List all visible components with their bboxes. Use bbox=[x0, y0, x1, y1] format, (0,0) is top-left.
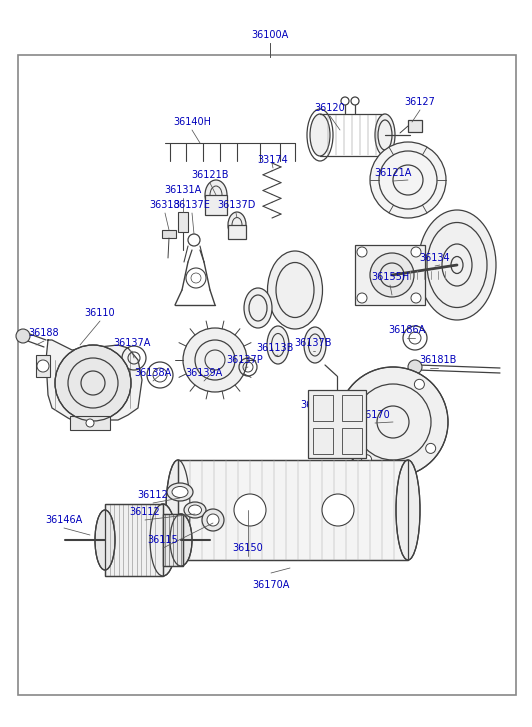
Bar bbox=[105, 504, 163, 576]
Text: 36188: 36188 bbox=[29, 328, 59, 338]
Text: 36110: 36110 bbox=[85, 308, 115, 318]
Text: 36140H: 36140H bbox=[173, 117, 211, 127]
Text: 36121B: 36121B bbox=[191, 170, 229, 180]
Ellipse shape bbox=[205, 180, 227, 210]
Circle shape bbox=[86, 419, 94, 427]
Circle shape bbox=[426, 443, 436, 454]
Ellipse shape bbox=[370, 142, 446, 218]
Ellipse shape bbox=[170, 514, 192, 566]
Bar bbox=[228, 225, 246, 239]
Text: 36160: 36160 bbox=[301, 400, 331, 410]
Bar bbox=[308, 390, 366, 458]
Circle shape bbox=[16, 329, 30, 343]
Ellipse shape bbox=[184, 502, 206, 518]
Text: 36139A: 36139A bbox=[185, 368, 222, 378]
Circle shape bbox=[338, 367, 448, 477]
Text: 36121A: 36121A bbox=[375, 168, 412, 178]
Circle shape bbox=[183, 328, 247, 392]
Circle shape bbox=[370, 253, 414, 297]
Bar bbox=[178, 460, 408, 560]
Circle shape bbox=[411, 247, 421, 257]
Text: 36146A: 36146A bbox=[45, 515, 82, 525]
Circle shape bbox=[357, 247, 367, 257]
Circle shape bbox=[411, 293, 421, 303]
Ellipse shape bbox=[304, 327, 326, 363]
Circle shape bbox=[357, 293, 367, 303]
Circle shape bbox=[341, 97, 349, 105]
Ellipse shape bbox=[396, 460, 420, 560]
Ellipse shape bbox=[268, 251, 322, 329]
Circle shape bbox=[234, 494, 266, 526]
Ellipse shape bbox=[95, 510, 115, 570]
Circle shape bbox=[207, 514, 219, 526]
Bar bbox=[162, 230, 176, 238]
Text: 36137E: 36137E bbox=[173, 200, 211, 210]
Ellipse shape bbox=[244, 288, 272, 328]
Bar bbox=[36, 355, 50, 377]
Circle shape bbox=[322, 494, 354, 526]
Circle shape bbox=[362, 454, 372, 465]
Circle shape bbox=[350, 390, 360, 401]
Ellipse shape bbox=[418, 210, 496, 320]
Text: 36150: 36150 bbox=[232, 543, 263, 553]
Bar bbox=[178, 212, 188, 232]
Circle shape bbox=[55, 345, 131, 421]
Bar bbox=[355, 245, 425, 305]
Text: 36181B: 36181B bbox=[419, 355, 456, 365]
Circle shape bbox=[37, 360, 49, 372]
Text: 36120: 36120 bbox=[314, 103, 345, 113]
Circle shape bbox=[202, 509, 224, 531]
Text: 36137D: 36137D bbox=[217, 200, 255, 210]
Ellipse shape bbox=[375, 114, 395, 156]
Ellipse shape bbox=[310, 114, 330, 156]
Text: 36318: 36318 bbox=[149, 200, 180, 210]
Bar bbox=[313, 395, 333, 421]
Text: 36131A: 36131A bbox=[164, 185, 202, 195]
Circle shape bbox=[414, 379, 425, 390]
Ellipse shape bbox=[188, 505, 202, 515]
Text: 36138A: 36138A bbox=[135, 368, 172, 378]
Bar bbox=[163, 514, 183, 566]
Text: 36186A: 36186A bbox=[388, 325, 426, 335]
Bar bbox=[163, 514, 183, 566]
Circle shape bbox=[408, 360, 422, 374]
Ellipse shape bbox=[150, 504, 176, 576]
Text: 36112: 36112 bbox=[138, 490, 168, 500]
Text: 36134: 36134 bbox=[420, 253, 450, 263]
Bar bbox=[342, 395, 362, 421]
Bar bbox=[70, 416, 110, 430]
Bar bbox=[205, 195, 227, 215]
Text: 36127: 36127 bbox=[404, 97, 435, 107]
Bar bbox=[105, 504, 163, 576]
Ellipse shape bbox=[228, 212, 246, 238]
Text: 36137A: 36137A bbox=[113, 338, 151, 348]
Text: 36115: 36115 bbox=[147, 535, 178, 545]
Text: 36170: 36170 bbox=[360, 410, 390, 420]
Bar bbox=[408, 120, 422, 132]
Text: 36137P: 36137P bbox=[227, 355, 263, 365]
Bar bbox=[313, 428, 333, 454]
Text: 36170A: 36170A bbox=[252, 580, 290, 590]
Text: 36155H: 36155H bbox=[371, 272, 409, 282]
Bar bbox=[342, 428, 362, 454]
Circle shape bbox=[351, 97, 359, 105]
Bar bbox=[178, 460, 408, 560]
Bar bbox=[18, 55, 516, 695]
Text: 36100A: 36100A bbox=[252, 30, 289, 40]
Ellipse shape bbox=[166, 460, 190, 560]
Text: 36112: 36112 bbox=[130, 507, 160, 517]
Ellipse shape bbox=[167, 483, 193, 501]
Ellipse shape bbox=[267, 326, 289, 364]
Text: 33174: 33174 bbox=[257, 155, 288, 165]
Text: 36137B: 36137B bbox=[294, 338, 332, 348]
Polygon shape bbox=[46, 340, 142, 420]
Text: 36113B: 36113B bbox=[256, 343, 294, 353]
Ellipse shape bbox=[172, 486, 188, 497]
